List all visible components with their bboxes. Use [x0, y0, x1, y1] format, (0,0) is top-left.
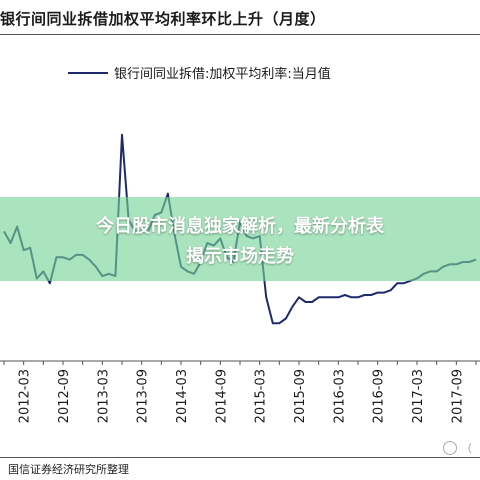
promo-banner[interactable]: 今日股市消息独家解析，最新分析表 揭示市场走势: [0, 197, 480, 281]
x-tick-label: 2014-03: [175, 369, 190, 423]
x-tick-label: 2012-03: [18, 369, 33, 423]
x-tick-label: 2013-03: [96, 369, 111, 423]
x-tick-label: 2016-09: [372, 369, 387, 423]
x-tick-label: 2013-09: [136, 369, 151, 423]
x-tick-label: 2012-09: [57, 369, 72, 423]
x-tick-label: 2015-09: [293, 369, 308, 423]
legend: 银行间同业拆借:加权平均利率:当月值: [68, 66, 331, 82]
x-tick-label: 2017-09: [450, 369, 465, 423]
watermark-text: （: [461, 442, 472, 455]
x-tick-label: 2017-03: [411, 369, 426, 423]
banner-headline: 今日股市消息独家解析，最新分析表: [96, 216, 384, 237]
watermark: （: [443, 440, 472, 456]
x-tick-label: 2014-09: [214, 369, 229, 423]
x-axis: 2012-03 2012-09 2013-03 2013-09 2014-03 2014-…: [0, 360, 480, 423]
wechat-icon: [443, 441, 457, 455]
banner-subheadline: 揭示市场走势: [186, 246, 294, 267]
x-tick-label: 2015-03: [254, 369, 269, 423]
chart-title: 银行间同业拆借加权平均利率环比上升（月度）: [0, 10, 326, 28]
legend-label: 银行间同业拆借:加权平均利率:当月值: [114, 66, 331, 82]
x-tick-label: 2016-03: [332, 369, 347, 423]
source-note: 国信证券经济研究所整理: [8, 463, 129, 476]
